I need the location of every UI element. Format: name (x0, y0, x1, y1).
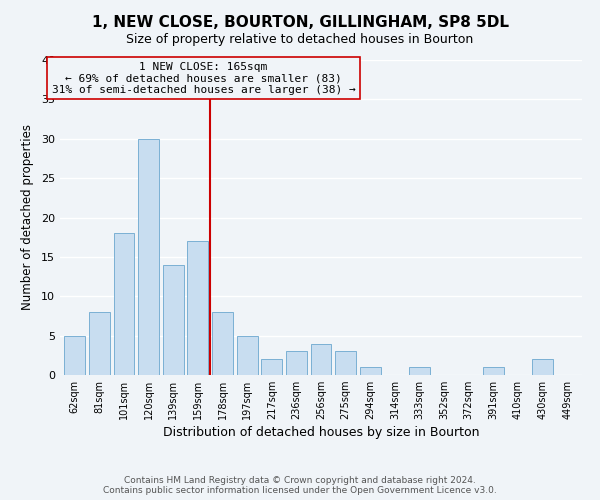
Bar (261, 359, 282, 375)
Bar (89, 312, 110, 375)
Text: Contains HM Land Registry data © Crown copyright and database right 2024.: Contains HM Land Registry data © Crown c… (124, 476, 476, 485)
Bar (483, 367, 504, 375)
X-axis label: Distribution of detached houses by size in Bourton: Distribution of detached houses by size … (163, 426, 479, 440)
Bar (286, 352, 307, 375)
Bar (409, 367, 430, 375)
Bar (138, 138, 159, 375)
Text: Size of property relative to detached houses in Bourton: Size of property relative to detached ho… (127, 32, 473, 46)
Bar (163, 265, 184, 375)
Bar (335, 352, 356, 375)
Bar (64, 336, 85, 375)
Bar (113, 233, 134, 375)
Bar (187, 241, 208, 375)
Bar (311, 344, 331, 375)
Text: 1, NEW CLOSE, BOURTON, GILLINGHAM, SP8 5DL: 1, NEW CLOSE, BOURTON, GILLINGHAM, SP8 5… (91, 15, 509, 30)
Bar (212, 312, 233, 375)
Y-axis label: Number of detached properties: Number of detached properties (21, 124, 34, 310)
Text: 1 NEW CLOSE: 165sqm
← 69% of detached houses are smaller (83)
31% of semi-detach: 1 NEW CLOSE: 165sqm ← 69% of detached ho… (52, 62, 355, 95)
Bar (236, 336, 257, 375)
Bar (360, 367, 381, 375)
Bar (532, 359, 553, 375)
Text: Contains public sector information licensed under the Open Government Licence v3: Contains public sector information licen… (103, 486, 497, 495)
